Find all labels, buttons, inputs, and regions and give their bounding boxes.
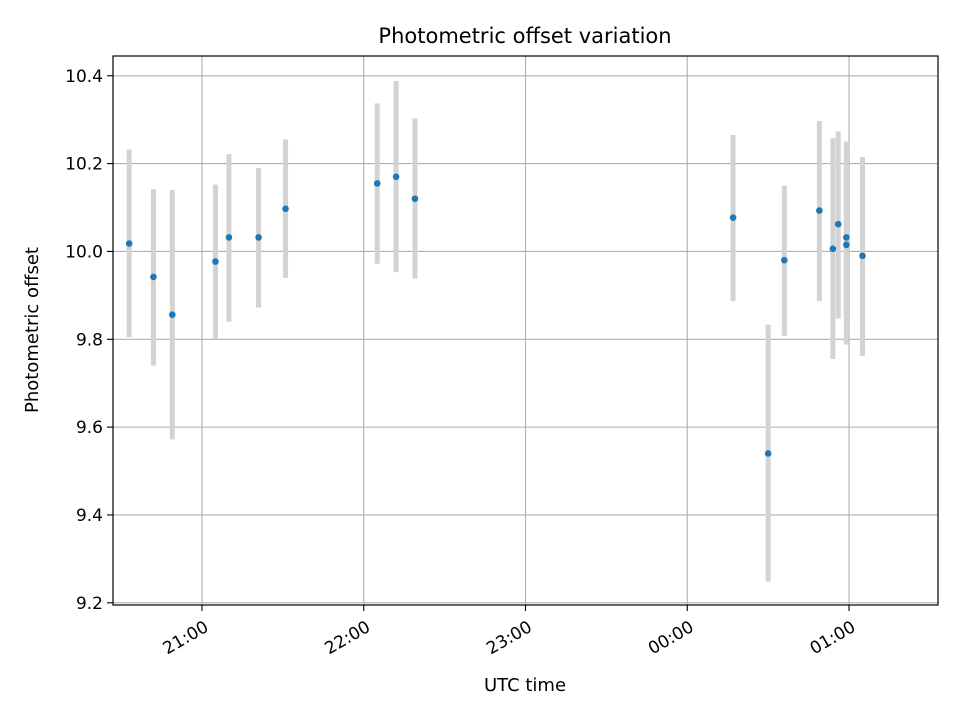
y-tick-label: 9.2 [76, 594, 103, 614]
data-point [816, 207, 823, 214]
data-point [373, 180, 381, 187]
data-point [834, 220, 842, 228]
data-point [764, 450, 772, 457]
y-tick-label: 9.4 [76, 506, 103, 526]
data-point [843, 234, 850, 241]
data-point [225, 234, 233, 241]
y-tick-label: 9.8 [76, 330, 103, 350]
data-point [150, 273, 157, 281]
data-point [255, 234, 262, 241]
y-tick-label: 10.4 [65, 67, 103, 87]
data-point [282, 205, 289, 213]
data-point [212, 258, 219, 265]
x-axis-title: UTC time [484, 675, 566, 696]
y-tick-label: 10.0 [65, 242, 103, 262]
data-point [392, 173, 400, 181]
data-point [729, 214, 737, 221]
data-points [125, 173, 866, 457]
y-tick-label: 10.2 [65, 155, 103, 175]
y-tick-label: 9.6 [76, 418, 103, 438]
y-axis-title: Photometric offset [22, 247, 43, 413]
data-point [843, 241, 850, 249]
data-point [859, 252, 866, 260]
data-point [829, 245, 837, 253]
data-point [411, 195, 419, 203]
data-point [781, 256, 788, 264]
chart-title: Photometric offset variation [378, 24, 671, 48]
data-point [169, 311, 176, 318]
data-point [125, 240, 133, 247]
grid-lines [113, 56, 938, 605]
